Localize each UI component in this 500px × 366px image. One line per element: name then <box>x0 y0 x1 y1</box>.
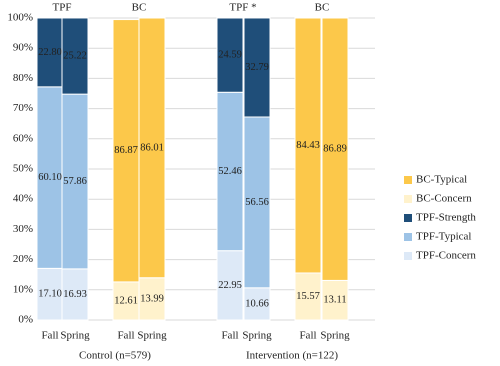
legend-label: TPF-Strength <box>416 212 476 224</box>
data-label: 24.59 <box>218 50 242 61</box>
legend-swatch <box>404 233 412 241</box>
data-label: 84.43 <box>296 140 320 151</box>
bar-segment <box>36 17 64 88</box>
legend-label: BC-Concern <box>416 193 472 205</box>
y-tick-label: 70% <box>13 102 33 114</box>
bar-segment <box>36 267 64 321</box>
y-tick-label: 60% <box>13 132 33 144</box>
legend-label: TPF-Concern <box>416 250 476 262</box>
bar-segment <box>243 116 271 289</box>
data-label: 52.46 <box>218 166 242 177</box>
bar-segment <box>216 250 244 321</box>
y-tick-label: 30% <box>13 223 33 235</box>
bar-segment <box>216 17 244 93</box>
bar-segment <box>138 17 166 279</box>
y-tick-label: 40% <box>13 193 33 205</box>
data-label: 32.79 <box>245 62 269 73</box>
y-tick-label: 50% <box>13 163 33 175</box>
bar-segment <box>61 93 89 270</box>
group-label: Intervention (n=122) <box>246 350 338 362</box>
bar-segment <box>243 287 271 321</box>
legend-swatch <box>404 214 412 222</box>
y-tick-label: 0% <box>18 314 33 326</box>
data-label: 86.89 <box>323 144 347 155</box>
bar-segment <box>243 17 271 118</box>
bar-segment <box>294 272 322 321</box>
data-label: 13.99 <box>140 293 164 304</box>
bar-segment <box>321 17 349 281</box>
legend-label: TPF-Typical <box>416 231 471 243</box>
legend-swatch <box>404 195 412 203</box>
data-label: 22.80 <box>38 47 62 58</box>
data-label: 60.10 <box>38 172 62 183</box>
data-label: 22.95 <box>218 280 242 291</box>
y-tick-label: 90% <box>13 42 33 54</box>
bar-segment <box>294 17 322 274</box>
y-tick-label: 80% <box>13 72 33 84</box>
bar-segment <box>216 91 244 252</box>
data-label: 56.56 <box>245 197 269 208</box>
data-label: 57.86 <box>63 176 87 187</box>
subgroup-label: BC <box>315 2 330 14</box>
data-label: 86.01 <box>140 142 164 153</box>
legend-swatch <box>404 176 412 184</box>
subgroup-label: TPF * <box>229 2 256 14</box>
x-tick-label: Spring <box>137 330 167 342</box>
x-tick-label: Spring <box>242 330 272 342</box>
x-tick-label: Fall <box>41 330 58 342</box>
data-label: 15.57 <box>296 291 320 302</box>
x-tick-label: Fall <box>221 330 238 342</box>
data-label: 16.93 <box>63 289 87 300</box>
x-tick-label: Fall <box>117 330 134 342</box>
y-tick-label: 100% <box>7 12 33 24</box>
bar-segment <box>321 279 349 321</box>
y-tick-label: 20% <box>13 253 33 265</box>
y-tick-label: 10% <box>13 283 33 295</box>
bar-segment <box>112 281 140 321</box>
x-tick-label: Spring <box>320 330 350 342</box>
group-label: Control (n=579) <box>79 350 151 362</box>
legend-swatch <box>404 252 412 260</box>
x-tick-label: Fall <box>299 330 316 342</box>
legend-label: BC-Typical <box>416 174 467 186</box>
data-label: 17.10 <box>38 289 62 300</box>
x-tick-label: Spring <box>60 330 90 342</box>
data-label: 10.66 <box>245 298 269 309</box>
data-label: 25.22 <box>63 50 87 61</box>
subgroup-label: TPF <box>53 2 72 14</box>
bar-segment <box>61 17 89 95</box>
data-label: 86.87 <box>114 145 138 156</box>
data-label: 13.11 <box>323 295 346 306</box>
subgroup-label: BC <box>132 2 147 14</box>
data-label: 12.61 <box>114 295 138 306</box>
